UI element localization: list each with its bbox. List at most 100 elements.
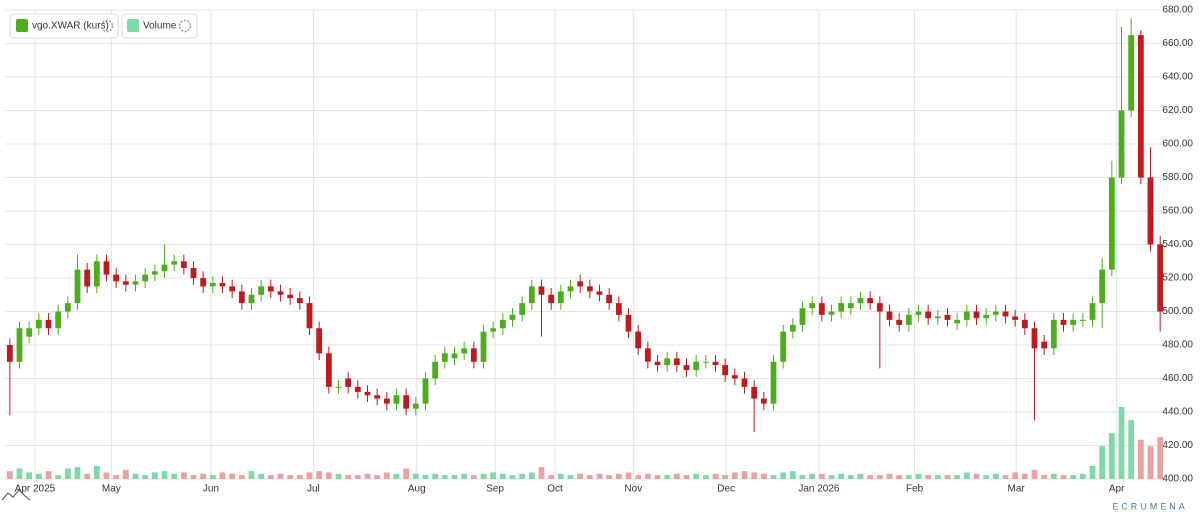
volume-bar: [161, 471, 168, 479]
candle-body: [567, 286, 574, 292]
candle-body: [122, 281, 129, 285]
candle-body: [180, 261, 187, 268]
candle-body: [1041, 341, 1048, 349]
volume-bar: [1041, 475, 1048, 479]
x-tick-label: Oct: [547, 484, 563, 495]
volume-bar: [470, 475, 477, 479]
volume-bar: [287, 475, 294, 479]
x-tick-label: Mar: [1008, 484, 1026, 495]
volume-bar: [151, 472, 158, 479]
volume-bar: [441, 475, 448, 479]
y-tick-label: 560.00: [1162, 206, 1193, 217]
volume-bar: [45, 471, 52, 479]
legend-swatch: [16, 19, 28, 32]
candle-body: [6, 345, 13, 362]
settings-icon[interactable]: [100, 19, 114, 33]
candle-body: [847, 303, 854, 309]
volume-bar: [142, 475, 149, 479]
candle-body: [867, 298, 874, 304]
volume-bar: [973, 473, 980, 479]
candle-body: [345, 378, 352, 387]
candle-body: [635, 331, 642, 349]
volume-bar: [306, 472, 313, 479]
y-tick-label: 420.00: [1162, 440, 1193, 451]
volume-bar: [886, 473, 893, 479]
volume-bar: [722, 475, 729, 479]
candle-body: [248, 294, 255, 304]
candle-body: [480, 331, 487, 362]
candle-body: [731, 375, 738, 379]
candle-body: [818, 303, 825, 315]
candle-body: [267, 286, 274, 292]
volume-bar: [422, 475, 429, 479]
y-tick-label: 520.00: [1162, 273, 1193, 284]
candle-body: [45, 319, 52, 329]
volume-bar: [1050, 473, 1057, 479]
candle-body: [615, 303, 622, 315]
volume-bar: [731, 472, 738, 479]
candle-body: [103, 261, 110, 275]
candle-body: [1079, 319, 1086, 321]
volume-bar: [954, 475, 961, 479]
candle-body: [26, 328, 33, 337]
volume-bar: [258, 473, 265, 479]
y-tick-label: 480.00: [1162, 340, 1193, 351]
watermark: ECRUMENA: [1112, 501, 1188, 511]
candle-body: [490, 328, 497, 332]
x-tick-label: Dec: [717, 484, 735, 495]
x-tick-label: Aug: [408, 484, 426, 495]
volume-bar: [26, 472, 33, 479]
volume-bar: [1089, 465, 1096, 479]
volume-bar: [983, 475, 990, 479]
candle-body: [171, 261, 178, 265]
candle-body: [809, 303, 816, 309]
legend: vgo.XWAR (kurs) Volume: [9, 13, 198, 39]
candle-body: [364, 391, 371, 396]
volume-bar: [190, 475, 197, 479]
volume-bar: [644, 473, 651, 479]
volume-bar: [1021, 473, 1028, 479]
volume-bar: [905, 475, 912, 479]
candle-body: [1002, 311, 1009, 317]
legend-item-box[interactable]: [9, 13, 119, 39]
candle-body: [683, 365, 690, 371]
volume-bar: [316, 471, 323, 479]
volume-bar: [867, 475, 874, 479]
candle-body: [451, 353, 458, 359]
legend-label: Volume: [143, 21, 177, 32]
candle-body: [354, 386, 361, 392]
volume-bar: [963, 472, 970, 479]
volume-bar: [1137, 439, 1144, 479]
x-tick-label: May: [102, 484, 121, 495]
candle-body: [325, 353, 332, 387]
volume-bar: [55, 475, 62, 479]
volume-bar: [1031, 469, 1038, 479]
volume-bar: [934, 475, 941, 479]
candle-body: [702, 361, 709, 363]
candle-body: [664, 358, 671, 366]
volume-bar: [1108, 433, 1115, 479]
volume-bar: [664, 475, 671, 479]
y-tick-label: 580.00: [1162, 172, 1193, 183]
y-tick-label: 440.00: [1162, 407, 1193, 418]
volume-bar: [267, 475, 274, 479]
settings-icon[interactable]: [178, 19, 192, 33]
volume-bar: [296, 475, 303, 479]
volume-bar: [857, 473, 864, 479]
legend-swatch: [127, 19, 139, 32]
legend-item-box[interactable]: [121, 13, 198, 39]
candle-body: [741, 378, 748, 387]
candle-body: [973, 311, 980, 319]
x-tick-label: Apr 2025: [15, 484, 56, 495]
volume-bar: [277, 473, 284, 479]
candle-body: [857, 298, 864, 304]
y-tick-label: 460.00: [1162, 373, 1193, 384]
candle-body: [1099, 269, 1106, 304]
volume-bar: [828, 475, 835, 479]
candle-body: [770, 361, 777, 404]
candle-body: [403, 395, 410, 409]
volume-bar: [635, 475, 642, 479]
volume-bar: [132, 473, 139, 479]
candle-body: [383, 398, 390, 404]
volume-bar: [702, 475, 709, 479]
